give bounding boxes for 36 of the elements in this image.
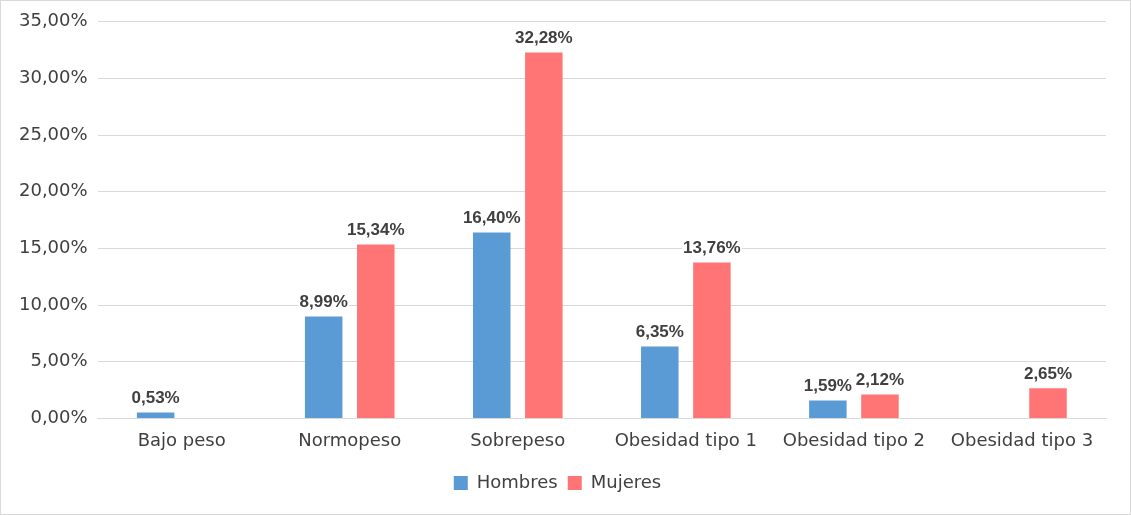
y-tick-label: 10,00% <box>18 292 88 314</box>
data-label: 2,65% <box>1023 363 1073 383</box>
bar <box>693 262 731 418</box>
data-label: 2,12% <box>855 369 905 389</box>
data-label: 15,34% <box>346 219 405 239</box>
y-tick-label: 25,00% <box>18 122 88 144</box>
x-tick-label: Bajo peso <box>137 428 226 450</box>
x-tick-label: Obesidad tipo 3 <box>950 428 1094 450</box>
bar <box>861 394 899 418</box>
y-tick-label: 20,00% <box>18 179 88 201</box>
bar <box>641 346 679 418</box>
x-tick-label: Obesidad tipo 2 <box>782 428 926 450</box>
bar <box>304 316 343 418</box>
bar <box>1029 388 1067 418</box>
x-tick-label: Sobrepeso <box>470 428 566 450</box>
y-tick-label: 35,00% <box>18 9 88 31</box>
y-tick-label: 30,00% <box>18 66 88 88</box>
bar <box>357 244 395 418</box>
y-tick-label: 15,00% <box>18 236 88 258</box>
bar <box>136 412 175 418</box>
bar <box>809 400 847 418</box>
data-label: 16,40% <box>462 207 521 227</box>
data-label: 6,35% <box>635 321 684 341</box>
legend-label: Hombres <box>476 470 558 492</box>
data-label: 1,59% <box>803 375 852 395</box>
bar <box>472 232 511 418</box>
legend-label: Mujeres <box>590 470 662 492</box>
bar <box>525 52 563 418</box>
y-tick-label: 0,00% <box>30 406 88 428</box>
x-tick-label: Obesidad tipo 1 <box>614 428 758 450</box>
x-tick-label: Normopeso <box>298 428 402 450</box>
y-tick-label: 5,00% <box>30 349 88 371</box>
data-label: 8,99% <box>299 291 348 311</box>
data-label: 0,53% <box>131 387 180 407</box>
data-label: 32,28% <box>515 27 573 47</box>
data-label: 13,76% <box>683 237 741 257</box>
